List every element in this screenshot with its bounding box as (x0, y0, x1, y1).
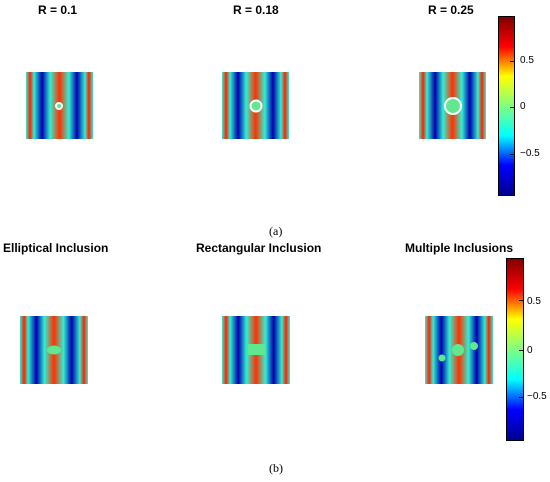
field-plot-multiple (425, 316, 493, 384)
title-multiple-inclusions: Multiple Inclusions (405, 241, 514, 255)
title-r-0-18: R = 0.18 (233, 3, 279, 17)
inclusion-2 (452, 344, 464, 356)
elliptical-inclusion (47, 345, 61, 355)
rectangular-inclusion (248, 344, 265, 355)
colorbar-b-tick-0: 0 (527, 345, 533, 356)
field-plot-elliptical (20, 316, 88, 384)
colorbar-a-tick-neg-0-5: −0.5 (520, 148, 540, 159)
circular-inclusion (444, 97, 462, 115)
colorbar-a (498, 16, 515, 196)
colorbar-b-tick-neg-0-5: −0.5 (527, 391, 547, 402)
field-plot-r-0-1 (26, 72, 93, 139)
caption-a: (a) (269, 224, 283, 238)
title-r-0-1: R = 0.1 (38, 3, 78, 17)
field-plot-rectangular (222, 316, 290, 384)
colorbar-gradient (499, 17, 514, 195)
caption-b: (b) (269, 461, 283, 475)
field-plot-r-0-25 (419, 72, 486, 139)
inclusion-3 (470, 342, 478, 350)
inclusion-1 (438, 354, 446, 362)
title-rectangular-inclusion: Rectangular Inclusion (196, 241, 322, 255)
title-r-0-25: R = 0.25 (428, 3, 474, 17)
colorbar-b (506, 258, 524, 441)
circular-inclusion (249, 99, 263, 113)
colorbar-a-tick-0-5: 0.5 (520, 55, 534, 66)
title-elliptical-inclusion: Elliptical Inclusion (3, 241, 109, 255)
colorbar-gradient (507, 259, 523, 440)
circular-inclusion (55, 102, 63, 110)
colorbar-b-tick-0-5: 0.5 (527, 296, 541, 307)
colorbar-a-tick-0: 0 (520, 101, 526, 112)
field-plot-r-0-18 (222, 72, 289, 139)
